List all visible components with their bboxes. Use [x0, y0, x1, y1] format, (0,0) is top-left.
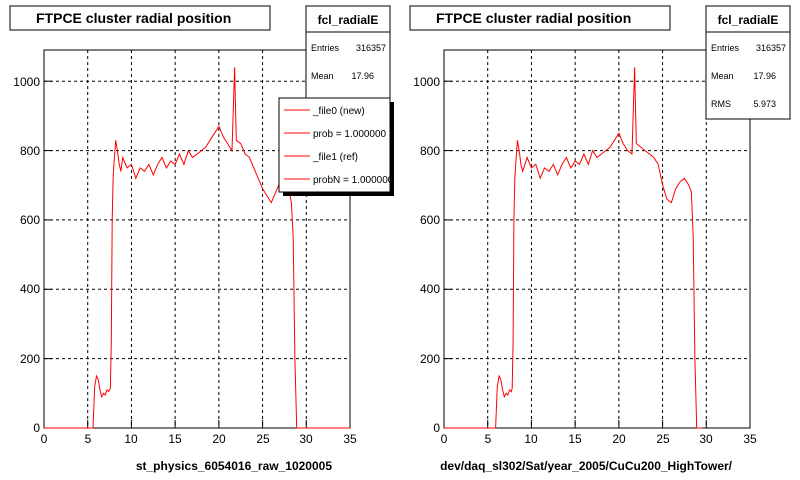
legend-entry-2: _file1 (ref) [312, 152, 358, 163]
right-title-box [409, 5, 671, 31]
left-x-tick-label-7: 35 [343, 432, 357, 446]
left-x-tick-label-5: 25 [256, 432, 270, 446]
right-plot-frame [443, 49, 751, 429]
right-x-tick-label-1: 5 [485, 432, 492, 446]
left-stats-entries-value: 316357 [356, 43, 386, 53]
left-title-box [9, 5, 271, 31]
right-stats-rms-value: 5.973 [753, 99, 776, 109]
right-panel: FTPCE cluster radial position 0 5 10 15 … [409, 5, 791, 473]
left-panel: FTPCE cluster radial position 0 5 10 15 … [9, 5, 394, 473]
right-y-tick-label-2: 400 [420, 282, 440, 296]
left-stats-mean-label: Mean [311, 71, 334, 81]
left-x-tick-label-2: 10 [124, 432, 138, 446]
left-series-line [44, 67, 350, 429]
right-x-tick-labels: 0 5 10 15 20 25 30 35 [441, 432, 757, 446]
right-y-tick-label-4: 800 [420, 144, 440, 158]
left-x-tick-label-3: 15 [168, 432, 182, 446]
right-x-tick-label-3: 15 [568, 432, 582, 446]
left-x-tick-label-6: 30 [299, 432, 313, 446]
right-stats-box [705, 5, 791, 120]
right-y-tick-label-1: 200 [420, 352, 440, 366]
left-grid [44, 50, 350, 428]
left-stats-mean-value: 17.96 [351, 71, 374, 81]
right-grid [444, 50, 750, 428]
left-x-tick-label-1: 5 [85, 432, 92, 446]
legend-box [278, 97, 391, 193]
left-y-tick-label-1: 200 [20, 352, 40, 366]
legend-entry-0: _file0 (new) [312, 106, 365, 117]
right-x-axis-label: dev/daq_sl302/Sat/year_2005/CuCu200_High… [440, 459, 733, 473]
left-title: FTPCE cluster radial position [36, 10, 231, 26]
right-stats-mean-label: Mean [711, 71, 734, 81]
left-x-tick-label-0: 0 [41, 432, 48, 446]
right-x-tick-label-2: 10 [524, 432, 538, 446]
right-x-tick-label-7: 35 [743, 432, 757, 446]
right-x-tick-label-0: 0 [441, 432, 448, 446]
right-stats-entries-label: Entries [711, 43, 740, 53]
left-x-tick-labels: 0 5 10 15 20 25 30 35 [41, 432, 357, 446]
legend-entry-3: probN = 1.000000 [313, 175, 394, 186]
right-stats-mean-value: 17.96 [753, 71, 776, 81]
right-title: FTPCE cluster radial position [436, 10, 631, 26]
right-stats-rms-label: RMS [711, 99, 731, 109]
left-ticks [43, 80, 351, 429]
left-x-tick-label-4: 20 [212, 432, 226, 446]
right-y-tick-label-5: 1000 [413, 75, 440, 89]
left-plot-frame [43, 49, 351, 429]
left-stats-name: fcl_radialE [318, 13, 379, 27]
left-y-tick-label-3: 600 [20, 213, 40, 227]
left-y-tick-label-0: 0 [33, 421, 40, 435]
left-y-tick-label-2: 400 [20, 282, 40, 296]
left-y-tick-label-5: 1000 [13, 75, 40, 89]
right-y-tick-label-3: 600 [420, 213, 440, 227]
right-x-tick-label-5: 25 [656, 432, 670, 446]
legend-entry-1: prob = 1.000000 [313, 129, 387, 140]
left-y-tick-label-4: 800 [20, 144, 40, 158]
right-stats-name: fcl_radialE [718, 13, 779, 27]
right-y-tick-labels: 0 200 400 600 800 1000 [413, 75, 440, 435]
left-stats-entries-label: Entries [311, 43, 340, 53]
right-ticks [443, 80, 751, 429]
right-series-line [444, 67, 702, 429]
left-x-axis-label: st_physics_6054016_raw_1020005 [136, 459, 332, 473]
right-x-tick-label-6: 30 [699, 432, 713, 446]
right-x-tick-label-4: 20 [612, 432, 626, 446]
right-y-tick-label-0: 0 [433, 421, 440, 435]
left-y-tick-labels: 0 200 400 600 800 1000 [13, 75, 40, 435]
right-stats-entries-value: 316357 [756, 43, 786, 53]
